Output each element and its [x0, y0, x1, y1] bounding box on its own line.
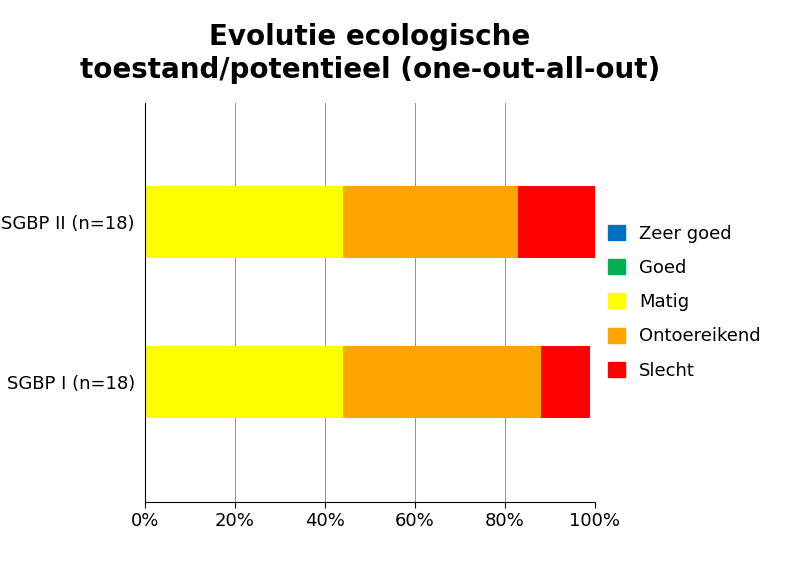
- Bar: [145, 346, 342, 418]
- Title: Evolutie ecologische
toestand/potentieel (one-out-all-out): Evolutie ecologische toestand/potentieel…: [79, 23, 659, 84]
- Bar: [342, 186, 518, 258]
- Bar: [342, 346, 540, 418]
- Bar: [540, 346, 589, 418]
- Legend: Zeer goed, Goed, Matig, Ontoereikend, Slecht: Zeer goed, Goed, Matig, Ontoereikend, Sl…: [608, 225, 760, 380]
- Bar: [518, 186, 594, 258]
- Bar: [145, 186, 342, 258]
